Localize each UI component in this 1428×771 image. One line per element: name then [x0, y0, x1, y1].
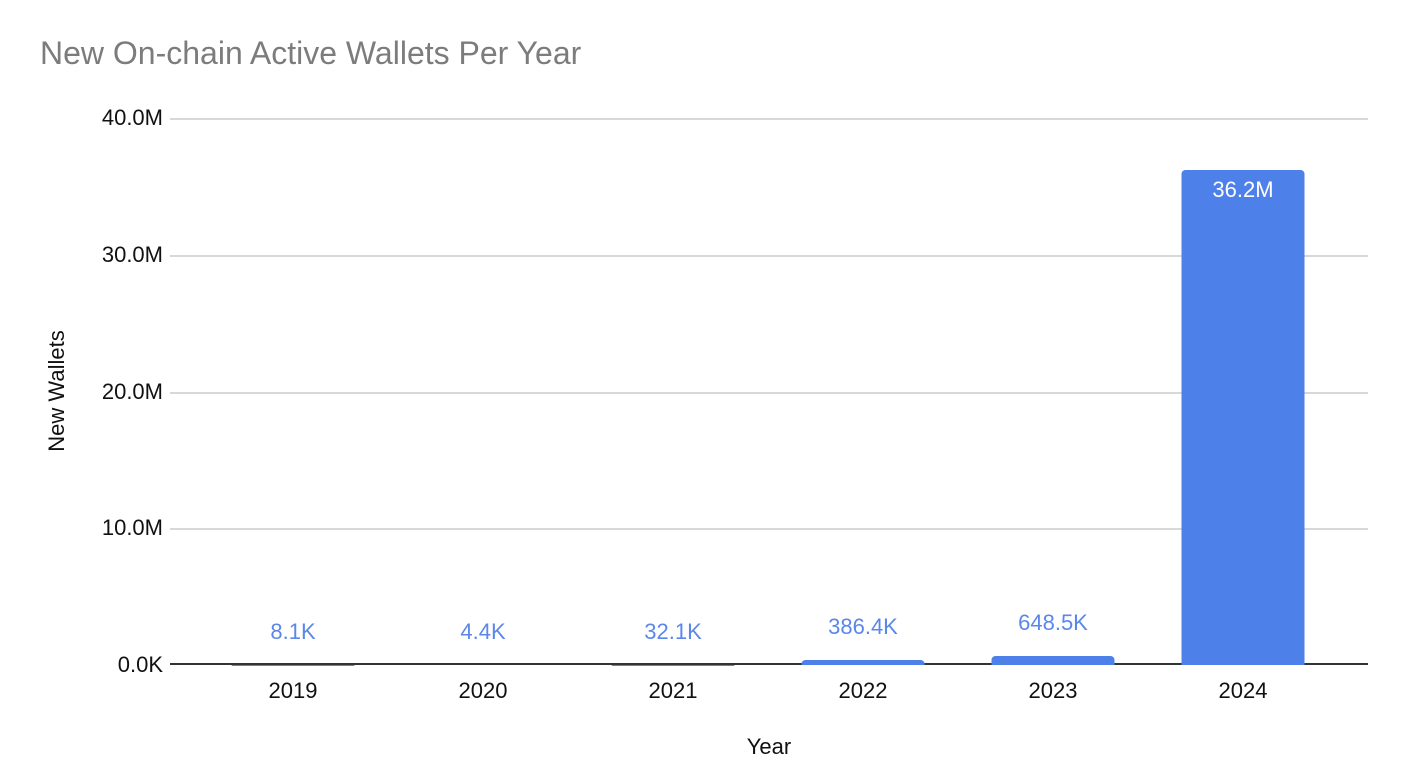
bar-value-label-2020: 4.4K: [460, 618, 506, 644]
x-tick-label-2023: 2023: [1028, 678, 1078, 703]
bar-slot-2019: 8.1K: [198, 118, 388, 665]
bar-slot-2022: 386.4K: [768, 118, 958, 665]
chart-title: New On-chain Active Wallets Per Year: [40, 35, 582, 71]
x-tick-label-2020: 2020: [458, 678, 508, 703]
x-axis-line: [170, 663, 1368, 665]
x-axis-tick-labels: 2019 2020 2021 2022 2023 2024: [170, 678, 1368, 704]
bar-slot-2023: 648.5K: [958, 118, 1148, 665]
y-tick-label: 30.0M: [101, 241, 163, 267]
bar-slot-2024: 36.2M: [1148, 118, 1338, 665]
bar-slot-2020: 4.4K: [388, 118, 578, 665]
gridline: [170, 118, 1368, 120]
bar-2024: [1181, 169, 1305, 665]
plot-area: 8.1K 4.4K 32.1K 386.4K 648.5K 36.2M: [170, 118, 1368, 665]
bar-2022: [801, 659, 925, 665]
bar-value-label-2021: 32.1K: [644, 618, 702, 644]
gridline: [170, 254, 1368, 257]
x-tick-label-2022: 2022: [838, 678, 888, 703]
bar-2023: [991, 656, 1115, 665]
bar-value-label-2023: 648.5K: [1018, 610, 1088, 636]
y-tick-label: 40.0M: [101, 105, 163, 130]
x-tick-label-2024: 2024: [1218, 678, 1268, 703]
x-axis-title: Year: [746, 734, 792, 759]
bar-series: 8.1K 4.4K 32.1K 386.4K 648.5K 36.2M: [170, 118, 1368, 665]
gridline: [170, 391, 1368, 394]
bar-value-label-2024: 36.2M: [1212, 176, 1274, 202]
bar-value-label-2019: 8.1K: [270, 618, 316, 644]
y-tick-label: 20.0M: [101, 378, 163, 404]
y-tick-label: 0.0K: [117, 652, 163, 677]
y-axis-tick-labels: 40.0M 30.0M 20.0M 10.0M 0.0K: [0, 105, 163, 677]
x-tick-label-2021: 2021: [648, 678, 698, 703]
y-tick-label: 10.0M: [101, 515, 163, 541]
bar-value-label-2022: 386.4K: [828, 613, 898, 639]
gridline: [170, 528, 1368, 531]
bar-slot-2021: 32.1K: [578, 118, 768, 665]
x-tick-label-2019: 2019: [268, 678, 318, 703]
